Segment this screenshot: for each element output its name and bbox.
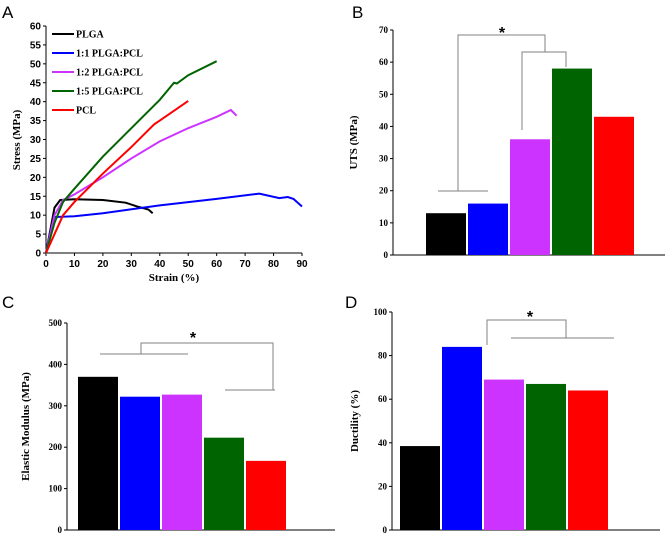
- y-tick-label: 60: [30, 22, 42, 33]
- x-tick-label: 60: [211, 259, 223, 270]
- bar-4: [246, 460, 286, 530]
- y-tick-label: 20: [30, 173, 42, 184]
- y-axis-title: Stress (MPa): [11, 109, 23, 170]
- bar-4: [594, 116, 634, 256]
- legend-label-0: PLGA: [76, 30, 105, 41]
- y-tick-label: 60: [378, 394, 388, 404]
- bar-1: [442, 346, 482, 530]
- panel-label-a: A: [2, 3, 14, 22]
- y-tick-label: 0: [58, 525, 63, 535]
- y-axis-title: Elastic Modulus (MPa): [20, 372, 32, 481]
- y-tick-label: 80: [378, 351, 388, 361]
- y-tick-label: 25: [30, 154, 42, 165]
- series-line-4: [45, 100, 189, 254]
- bar-0: [78, 376, 118, 530]
- x-tick-label: 0: [43, 259, 49, 270]
- y-axis-title: Ductility (%): [349, 390, 361, 452]
- y-tick-label: 0: [384, 250, 389, 260]
- bar-0: [400, 446, 440, 530]
- bar-3: [204, 437, 244, 530]
- significance-bracket: [486, 319, 614, 345]
- significance-star: *: [499, 25, 506, 42]
- y-tick-label: 15: [30, 192, 42, 203]
- y-tick-label: 400: [49, 359, 63, 369]
- y-tick-label: 10: [30, 211, 42, 222]
- y-axis-title: UTS (MPa): [348, 115, 360, 169]
- y-tick-label: 60: [379, 57, 389, 67]
- bar-0: [426, 213, 466, 255]
- significance-star: *: [527, 309, 534, 326]
- x-tick-label: 80: [268, 259, 280, 270]
- x-tick-label: 30: [126, 259, 138, 270]
- x-axis-title: Strain (%): [149, 272, 200, 284]
- series-line-3: [45, 60, 218, 254]
- y-tick-label: 100: [374, 307, 388, 317]
- y-tick-label: 200: [49, 442, 63, 452]
- y-tick-label: 35: [30, 116, 42, 127]
- y-tick-label: 40: [30, 97, 42, 108]
- series-line-2: [45, 108, 238, 254]
- y-tick-label: 55: [30, 40, 42, 51]
- legend-label-3: 1:5 PLGA:PCL: [76, 87, 143, 98]
- y-tick-label: 0: [383, 525, 388, 535]
- x-tick-label: 40: [154, 259, 166, 270]
- y-tick-label: 20: [378, 481, 388, 491]
- y-tick-label: 70: [379, 25, 389, 35]
- y-tick-label: 5: [35, 230, 41, 241]
- x-tick-label: 50: [183, 259, 195, 270]
- x-tick-label: 90: [296, 259, 308, 270]
- y-tick-label: 30: [30, 135, 42, 146]
- series-line-1: [45, 192, 303, 254]
- bar-1: [468, 203, 508, 255]
- y-tick-label: 50: [30, 59, 42, 70]
- panel-label-b: B: [352, 3, 363, 22]
- significance-bracket: [100, 342, 275, 391]
- y-tick-label: 40: [379, 121, 389, 131]
- x-tick-label: 70: [240, 259, 252, 270]
- panel-label-d: D: [345, 293, 357, 312]
- bar-2: [510, 139, 550, 255]
- series-line-0: [45, 198, 154, 254]
- legend-label-4: PCL: [76, 106, 96, 117]
- y-tick-label: 100: [49, 484, 63, 494]
- bar-1: [120, 396, 160, 530]
- y-tick-label: 20: [379, 186, 389, 196]
- bar-3: [552, 68, 592, 255]
- bar-4: [568, 390, 608, 530]
- x-tick-label: 20: [97, 259, 109, 270]
- legend-label-2: 1:2 PLGA:PCL: [76, 68, 143, 79]
- bar-3: [526, 383, 566, 530]
- y-tick-label: 50: [379, 89, 389, 99]
- x-tick-label: 10: [69, 259, 81, 270]
- significance-star: *: [190, 330, 197, 347]
- y-tick-label: 500: [49, 318, 63, 328]
- bar-2: [162, 394, 202, 530]
- y-tick-label: 45: [30, 78, 42, 89]
- y-tick-label: 300: [49, 401, 63, 411]
- significance-bracket: [438, 34, 567, 192]
- bar-2: [484, 379, 524, 530]
- y-tick-label: 0: [35, 249, 41, 260]
- legend-label-1: 1:1 PLGA:PCL: [76, 49, 143, 60]
- y-tick-label: 40: [378, 438, 388, 448]
- y-tick-label: 10: [379, 218, 389, 228]
- panel-label-c: C: [2, 293, 14, 312]
- y-tick-label: 30: [379, 154, 389, 164]
